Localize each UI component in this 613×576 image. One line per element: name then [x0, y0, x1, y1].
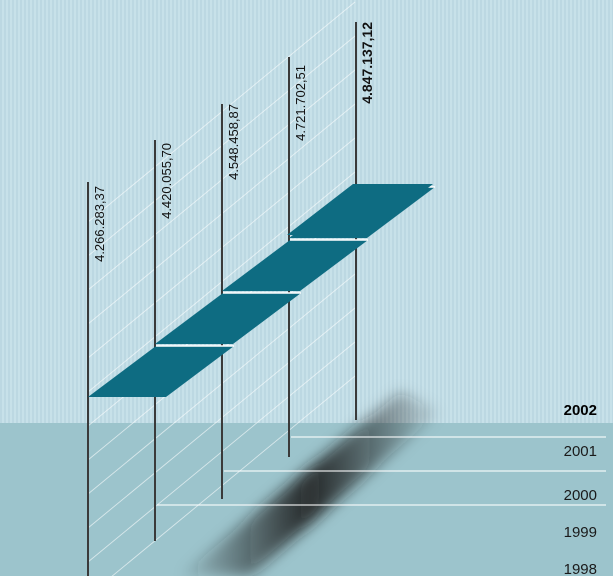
- step-2002: [287, 184, 433, 235]
- value-labels: 4.266.283,37 4.420.055,70 4.548.458,87 4…: [92, 22, 375, 262]
- year-label-2001: 2001: [564, 443, 597, 460]
- value-label-1998: 4.266.283,37: [92, 186, 107, 262]
- step-1998: [88, 346, 234, 397]
- value-label-2000: 4.548.458,87: [226, 104, 241, 180]
- year-labels: 1998 1999 2000 2001 2002: [564, 402, 597, 576]
- step-2000: [222, 240, 368, 291]
- floor-lines: [157, 436, 606, 506]
- value-label-1999: 4.420.055,70: [159, 143, 174, 219]
- year-label-2002: 2002: [564, 402, 597, 419]
- year-label-2000: 2000: [564, 487, 597, 504]
- staircase-steps: [88, 184, 435, 397]
- value-label-2001: 4.721.702,51: [293, 65, 308, 141]
- value-label-2002: 4.847.137,12: [359, 22, 375, 104]
- year-label-1998: 1998: [564, 561, 597, 576]
- year-label-1999: 1999: [564, 524, 597, 541]
- step-1999: [155, 293, 301, 344]
- staircase-shadow: [180, 392, 440, 576]
